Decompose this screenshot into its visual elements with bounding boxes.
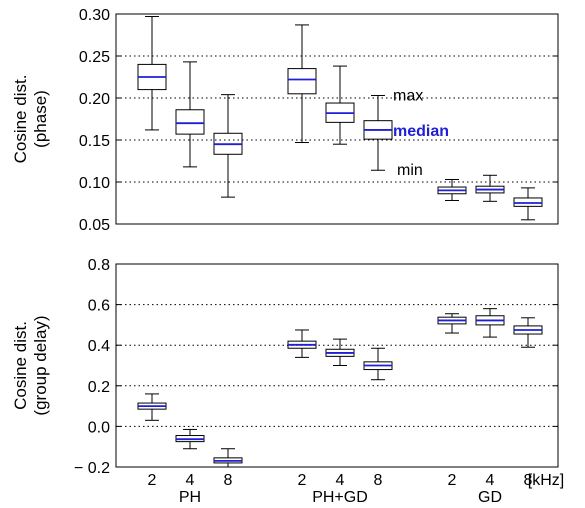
plot-frame bbox=[115, 13, 559, 225]
x-tick-label: 2 bbox=[448, 472, 457, 489]
group-label: PH bbox=[179, 489, 201, 506]
group-label: PH+GD bbox=[312, 489, 368, 506]
y-tick-label: 0.05 bbox=[79, 217, 110, 234]
x-unit-label: [kHz] bbox=[528, 472, 564, 489]
y-tick-label: 0.20 bbox=[79, 91, 110, 108]
x-tick-label: 4 bbox=[336, 472, 345, 489]
group-label: GD bbox=[478, 489, 502, 506]
x-tick-label: 8 bbox=[524, 472, 533, 489]
y-tick-label: 0.2 bbox=[88, 379, 110, 396]
y-tick-label: 0.10 bbox=[79, 175, 110, 192]
y-axis-label: Cosine dist. bbox=[11, 75, 30, 164]
box-iqr bbox=[287, 68, 317, 95]
x-tick-label: 2 bbox=[298, 472, 307, 489]
y-tick-label: 0.4 bbox=[88, 338, 110, 355]
x-tick-label: 2 bbox=[148, 472, 157, 489]
y-tick-label: 0.15 bbox=[79, 133, 110, 150]
annotation-median: median bbox=[393, 123, 449, 140]
y-axis-label: Cosine dist. bbox=[11, 321, 30, 410]
annotation-max: max bbox=[393, 87, 423, 104]
y-tick-label: 0.0 bbox=[88, 419, 110, 436]
annotation-min: min bbox=[397, 162, 423, 179]
y-tick-label: 0.25 bbox=[79, 49, 110, 66]
y-tick-label: 0.6 bbox=[88, 298, 110, 315]
y-axis-label: (phase) bbox=[31, 90, 50, 148]
y-tick-label: 0.8 bbox=[88, 257, 110, 274]
plot-frame bbox=[115, 263, 559, 468]
x-tick-label: 4 bbox=[186, 472, 195, 489]
box-iqr bbox=[175, 109, 205, 135]
y-tick-label: 0.30 bbox=[79, 7, 110, 24]
x-tick-label: 8 bbox=[224, 472, 233, 489]
y-tick-label: − 0.2 bbox=[74, 460, 110, 477]
x-tick-label: 4 bbox=[486, 472, 495, 489]
x-tick-label: 8 bbox=[374, 472, 383, 489]
y-axis-label: (group delay) bbox=[31, 315, 50, 415]
